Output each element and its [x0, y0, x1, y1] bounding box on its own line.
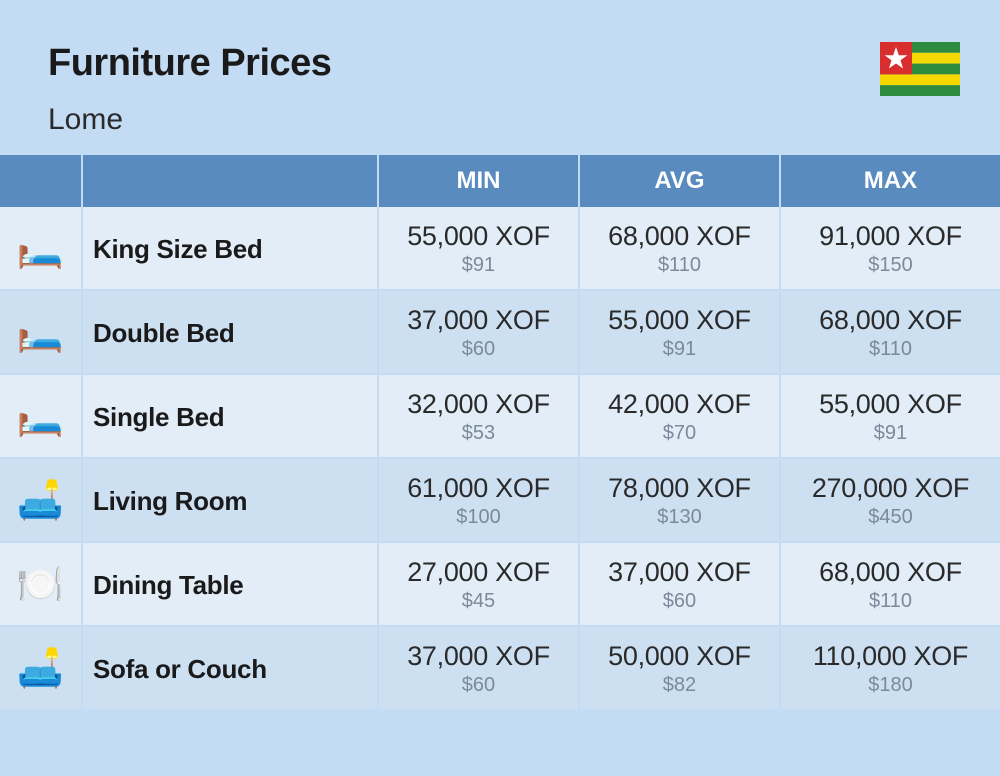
price-usd: $450	[781, 506, 1000, 529]
price-local: 68,000 XOF	[781, 557, 1000, 588]
price-cell: 68,000 XOF$110	[579, 207, 780, 290]
price-local: 110,000 XOF	[781, 641, 1000, 672]
table-row: 🛋️Living Room61,000 XOF$10078,000 XOF$13…	[0, 458, 1000, 542]
item-name: Sofa or Couch	[82, 626, 378, 710]
price-usd: $91	[580, 338, 779, 361]
price-cell: 55,000 XOF$91	[378, 207, 579, 290]
item-name: Dining Table	[82, 542, 378, 626]
sofa-icon: 🛋️	[0, 626, 82, 710]
price-usd: $110	[781, 590, 1000, 613]
price-cell: 270,000 XOF$450	[780, 458, 1000, 542]
price-cell: 37,000 XOF$60	[378, 290, 579, 374]
price-usd: $180	[781, 674, 1000, 697]
price-local: 32,000 XOF	[379, 389, 578, 420]
item-name: Single Bed	[82, 374, 378, 458]
price-cell: 32,000 XOF$53	[378, 374, 579, 458]
togo-flag-icon	[880, 42, 960, 96]
item-name: Living Room	[82, 458, 378, 542]
single-bed-icon: 🛏️	[0, 374, 82, 458]
page-title: Furniture Prices	[48, 42, 952, 85]
col-header-avg: AVG	[579, 155, 780, 207]
price-local: 78,000 XOF	[580, 473, 779, 504]
price-usd: $130	[580, 506, 779, 529]
price-cell: 50,000 XOF$82	[579, 626, 780, 710]
living-room-icon: 🛋️	[0, 458, 82, 542]
table-row: 🛋️Sofa or Couch37,000 XOF$6050,000 XOF$8…	[0, 626, 1000, 710]
price-cell: 55,000 XOF$91	[780, 374, 1000, 458]
price-usd: $60	[379, 338, 578, 361]
price-usd: $82	[580, 674, 779, 697]
price-local: 55,000 XOF	[379, 221, 578, 252]
price-usd: $91	[781, 422, 1000, 445]
table-row: 🛏️King Size Bed55,000 XOF$9168,000 XOF$1…	[0, 207, 1000, 290]
price-local: 37,000 XOF	[580, 557, 779, 588]
price-usd: $53	[379, 422, 578, 445]
price-local: 55,000 XOF	[781, 389, 1000, 420]
double-bed-icon: 🛏️	[0, 290, 82, 374]
col-header-name	[82, 155, 378, 207]
price-local: 37,000 XOF	[379, 641, 578, 672]
price-usd: $100	[379, 506, 578, 529]
item-name: King Size Bed	[82, 207, 378, 290]
price-cell: 27,000 XOF$45	[378, 542, 579, 626]
price-usd: $91	[379, 254, 578, 277]
price-local: 61,000 XOF	[379, 473, 578, 504]
king-bed-icon: 🛏️	[0, 207, 82, 290]
item-name: Double Bed	[82, 290, 378, 374]
table-header-row: MIN AVG MAX	[0, 155, 1000, 207]
table-row: 🛏️Double Bed37,000 XOF$6055,000 XOF$9168…	[0, 290, 1000, 374]
col-header-icon	[0, 155, 82, 207]
price-local: 37,000 XOF	[379, 305, 578, 336]
col-header-max: MAX	[780, 155, 1000, 207]
header-section: Furniture Prices Lome	[0, 0, 1000, 155]
price-cell: 55,000 XOF$91	[579, 290, 780, 374]
price-usd: $110	[580, 254, 779, 277]
price-local: 42,000 XOF	[580, 389, 779, 420]
col-header-min: MIN	[378, 155, 579, 207]
furniture-price-table: MIN AVG MAX 🛏️King Size Bed55,000 XOF$91…	[0, 155, 1000, 711]
table-row: 🍽️Dining Table27,000 XOF$4537,000 XOF$60…	[0, 542, 1000, 626]
price-cell: 110,000 XOF$180	[780, 626, 1000, 710]
price-cell: 68,000 XOF$110	[780, 542, 1000, 626]
price-usd: $60	[379, 674, 578, 697]
page-subtitle: Lome	[48, 103, 952, 137]
table-row: 🛏️Single Bed32,000 XOF$5342,000 XOF$7055…	[0, 374, 1000, 458]
price-cell: 37,000 XOF$60	[378, 626, 579, 710]
price-local: 91,000 XOF	[781, 221, 1000, 252]
price-local: 50,000 XOF	[580, 641, 779, 672]
price-local: 68,000 XOF	[781, 305, 1000, 336]
dining-table-icon: 🍽️	[0, 542, 82, 626]
price-cell: 61,000 XOF$100	[378, 458, 579, 542]
price-local: 68,000 XOF	[580, 221, 779, 252]
price-usd: $60	[580, 590, 779, 613]
price-cell: 91,000 XOF$150	[780, 207, 1000, 290]
price-local: 55,000 XOF	[580, 305, 779, 336]
price-local: 270,000 XOF	[781, 473, 1000, 504]
price-usd: $110	[781, 338, 1000, 361]
price-usd: $150	[781, 254, 1000, 277]
price-local: 27,000 XOF	[379, 557, 578, 588]
price-cell: 42,000 XOF$70	[579, 374, 780, 458]
price-cell: 37,000 XOF$60	[579, 542, 780, 626]
price-cell: 78,000 XOF$130	[579, 458, 780, 542]
price-cell: 68,000 XOF$110	[780, 290, 1000, 374]
price-usd: $70	[580, 422, 779, 445]
price-usd: $45	[379, 590, 578, 613]
